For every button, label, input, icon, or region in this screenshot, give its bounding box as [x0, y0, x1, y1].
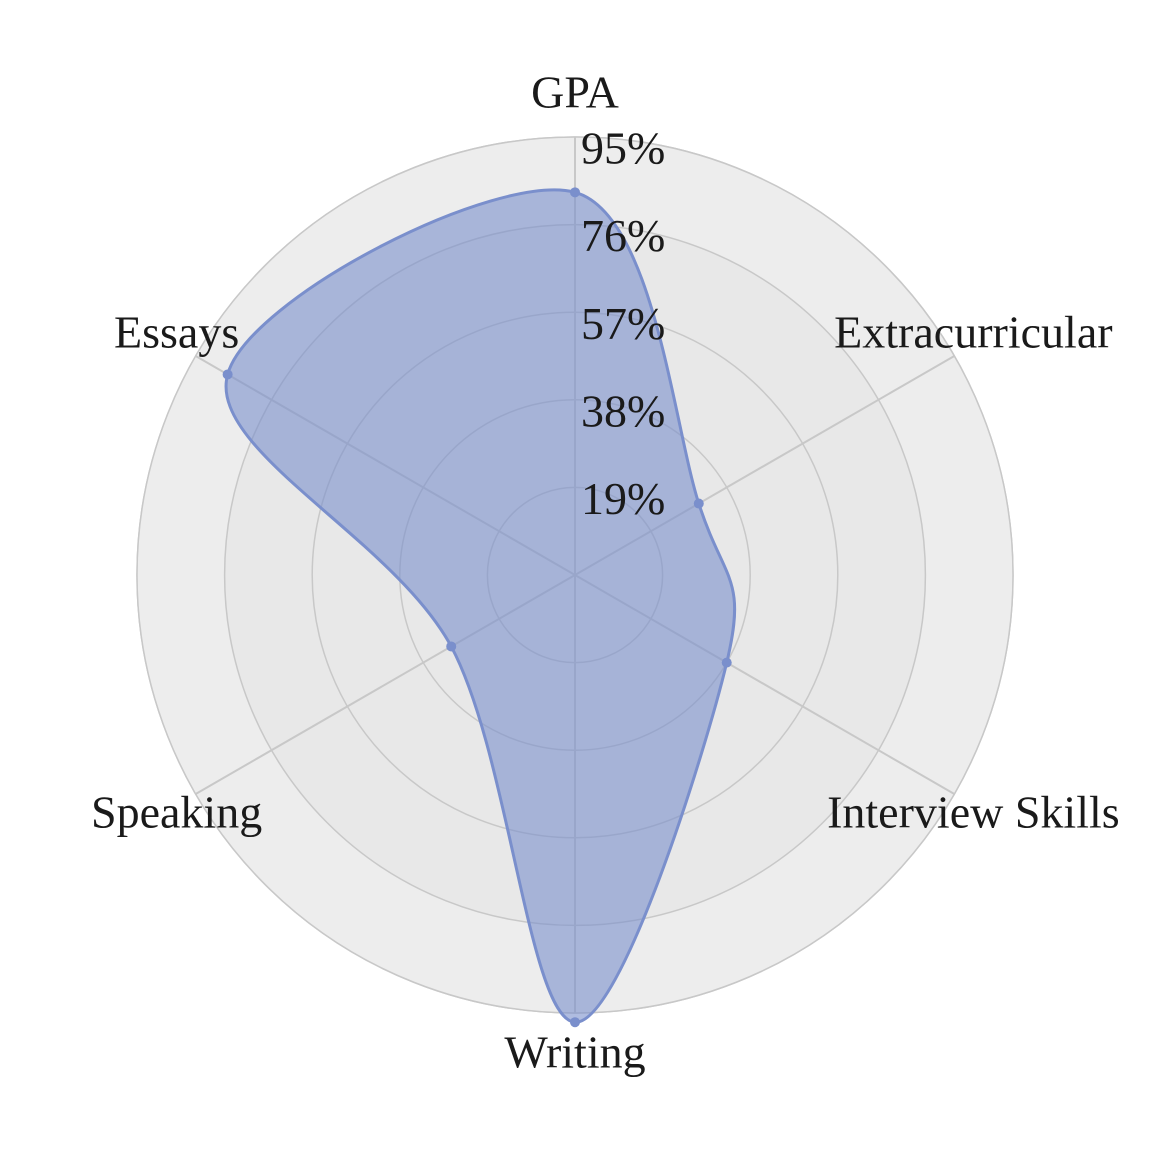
radial-tick-label: 19% — [581, 473, 665, 524]
axis-label-speaking: Speaking — [91, 787, 262, 838]
data-point-gpa — [570, 187, 580, 198]
radial-tick-label: 57% — [581, 298, 665, 349]
axis-labels: GPA Extracurricular Interview Skills Writin… — [91, 67, 1120, 1078]
axis-label-extracurricular: Extracurricular — [834, 307, 1112, 358]
data-point-interview-skills — [721, 657, 732, 668]
axis-label-essays: Essays — [114, 307, 239, 358]
radial-tick-label: 76% — [581, 210, 665, 261]
data-point-speaking — [446, 641, 457, 652]
data-point-essays — [222, 369, 233, 380]
axis-label-interview-skills: Interview Skills — [827, 787, 1120, 838]
axis-label-writing: Writing — [504, 1027, 645, 1078]
axis-label-gpa: GPA — [531, 67, 619, 118]
radial-tick-label: 95% — [581, 123, 665, 174]
data-points — [222, 187, 732, 1028]
data-point-writing — [570, 1017, 580, 1028]
radial-tick-label: 38% — [581, 385, 665, 436]
data-point-extracurricular — [693, 498, 704, 509]
radial-tick-labels: 19% 38% 57% 76% 95% — [581, 123, 665, 524]
